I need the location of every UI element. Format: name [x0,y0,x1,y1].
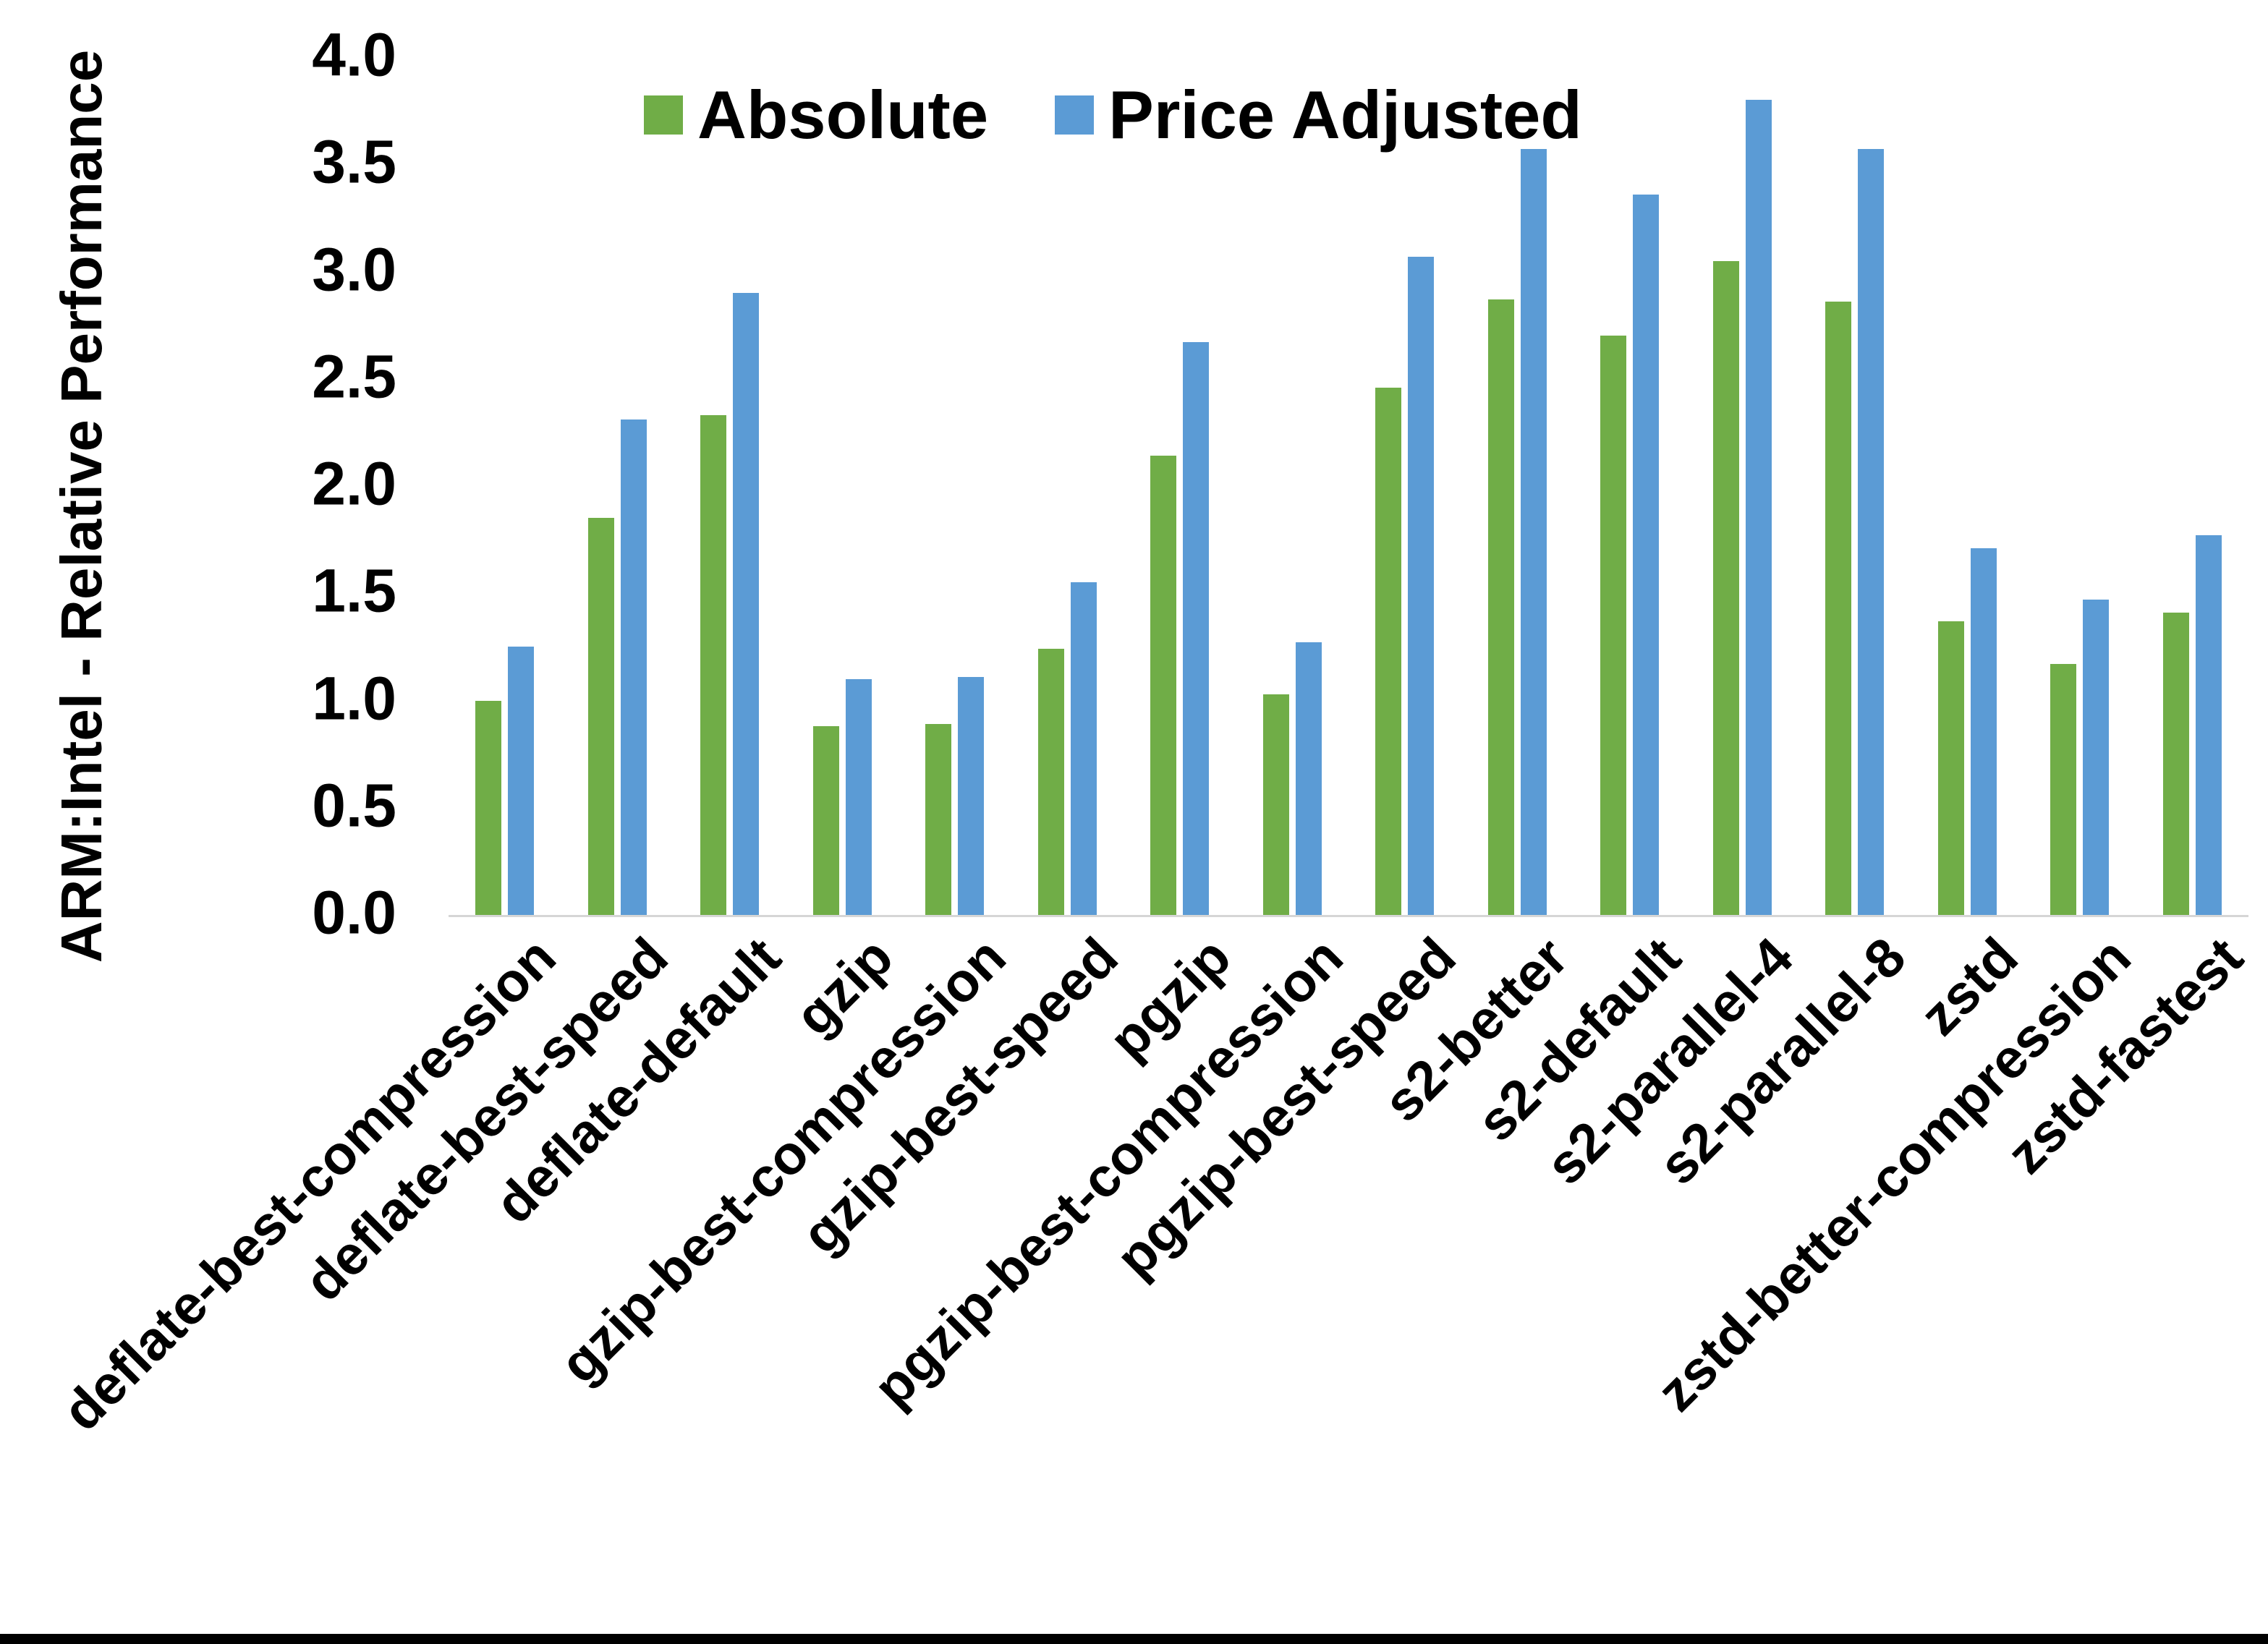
bar-absolute [2162,612,2189,915]
legend-label-absolute: Absolute [697,77,989,153]
bar-absolute [587,518,614,915]
y-tick-label: 3.0 [312,235,396,304]
bar-price-adjusted [733,293,760,915]
bar-price-adjusted [1745,100,1772,915]
bar-absolute [925,724,952,915]
legend-label-price-adjusted: Price Adjusted [1108,77,1582,153]
bar-price-adjusted [1970,548,1997,915]
bar-absolute [700,415,727,915]
bar-absolute [1937,621,1964,915]
y-axis-title: ARM:Intel - Relative Performance [49,49,114,963]
bar-price-adjusted [1520,149,1547,915]
bar-price-adjusted [1408,256,1435,915]
bar-absolute [1825,302,1852,915]
bar-price-adjusted [620,419,647,915]
bar-price-adjusted [845,678,872,915]
bar-price-adjusted [1070,582,1097,915]
legend-swatch-price-adjusted-icon [1055,95,1095,135]
y-tick-label: 0.5 [312,771,396,840]
bar-absolute [1712,260,1739,915]
bar-absolute [1375,387,1402,915]
bar-price-adjusted [1295,642,1322,915]
bar-absolute [1262,694,1289,915]
y-tick-label: 4.0 [312,20,396,89]
legend-item-absolute: Absolute [644,81,988,149]
bar-absolute [1037,649,1064,915]
y-tick-label: 1.5 [312,556,396,625]
bar-price-adjusted [2195,535,2222,915]
y-tick-label: 1.0 [312,664,396,733]
y-tick-label: 2.0 [312,449,396,518]
legend-swatch-absolute-icon [644,95,683,135]
bar-absolute [2050,664,2077,915]
bar-price-adjusted [1183,342,1210,915]
bar-price-adjusted [958,676,985,915]
y-tick-label: 0.0 [312,878,396,947]
bar-price-adjusted [1858,149,1885,915]
bar-price-adjusted [2083,600,2110,915]
bar-price-adjusted [508,647,535,915]
bottom-edge-bar [0,1634,2268,1644]
bar-price-adjusted [1633,194,1660,915]
bar-absolute [1150,456,1177,915]
y-tick-label: 3.5 [312,127,396,196]
y-tick-label: 2.5 [312,342,396,411]
x-axis-line [449,915,2248,917]
legend: Absolute Price Adjusted [644,81,1582,149]
bar-absolute [475,700,502,915]
legend-item-price-adjusted: Price Adjusted [1055,81,1582,149]
bar-absolute [1600,336,1627,915]
bar-absolute [1487,299,1514,915]
bar-absolute [812,726,839,915]
